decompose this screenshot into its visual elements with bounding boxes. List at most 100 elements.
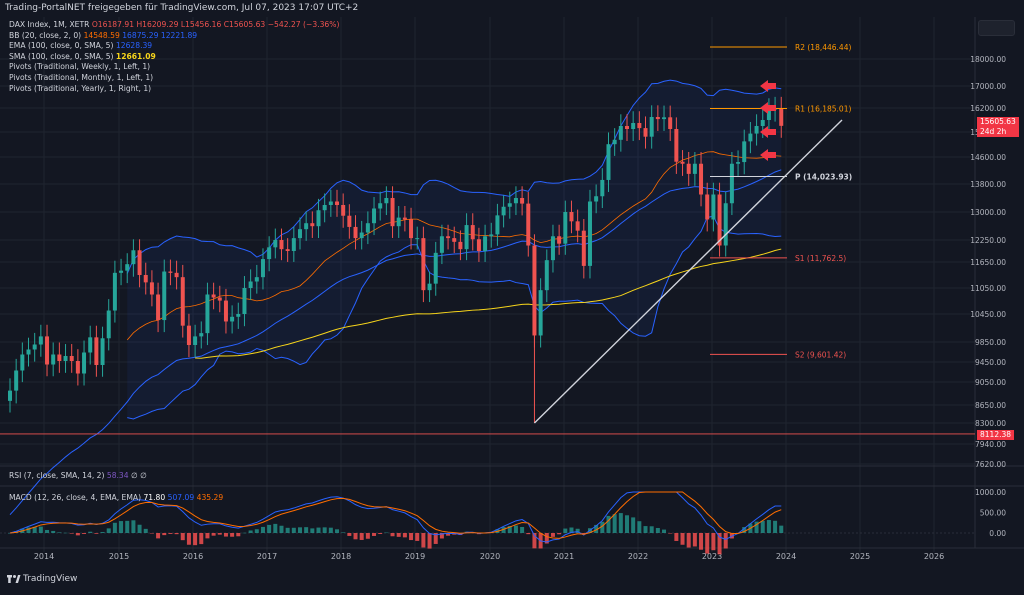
price-axis-label: 8650.00 [975,401,1006,410]
macd-histogram-bar [594,524,599,533]
candle [495,215,500,235]
macd-histogram-bar [143,528,148,533]
candle [550,236,555,261]
macd-histogram-bar [532,533,537,549]
macd-histogram-bar [341,532,346,533]
macd-histogram-bar [131,520,136,533]
footer: TradingView [0,570,1024,588]
macd-histogram-bar [291,527,296,533]
candle [717,194,722,246]
macd-histogram-bar [236,533,241,537]
macd-legend[interactable]: MACD (12, 26, close, 4, EMA, EMA) 71.80 … [9,493,224,502]
macd-histogram-bar [273,523,278,533]
candle [692,163,697,174]
candle [365,223,370,233]
candle [489,234,494,237]
macd-histogram-bar [75,533,80,536]
legend-high: H16209.29 [136,20,179,29]
ema-line [9,169,782,516]
candle [285,249,290,251]
macd-histogram-bar [372,533,377,536]
candle [452,238,457,242]
macd-histogram-bar [433,533,438,544]
candle [316,210,321,227]
candle [439,236,444,253]
macd-histogram-bar [186,533,191,545]
macd-histogram-bar [766,520,771,533]
candle [587,201,592,266]
candle [686,163,691,174]
macd-histogram-bar [655,527,660,533]
candle [45,336,50,365]
candle [273,240,278,248]
candle [26,349,31,355]
candle [427,283,432,291]
candle [193,336,198,345]
candle [260,259,265,278]
time-axis-label: 2023 [702,552,722,561]
time-axis-label: 2015 [109,552,129,561]
macd-histogram-bar [674,533,679,541]
legend-ema[interactable]: EMA (100, close, 0, SMA, 5) 12628.39 [9,41,153,51]
time-axis-label: 2020 [480,552,500,561]
macd-histogram-bar [384,532,389,534]
price-axis-label: 11050.00 [970,284,1006,293]
candle [736,162,741,164]
tradingview-logo[interactable]: TradingView [6,570,77,595]
candle [125,264,130,271]
candle [205,294,210,334]
legend-symbol[interactable]: DAX Index, 1M, XETR O16187.91 H16209.29 … [9,20,340,29]
macd-histogram-bar [612,514,617,533]
macd-histogram-bar [88,531,93,533]
rsi-legend[interactable]: RSI (7, close, SMA, 14, 2) 58.34 ∅ ∅ [9,471,147,480]
macd-histogram-bar [754,521,759,533]
legend-bb[interactable]: BB (20, close, 2, 0) 14548.59 16875.29 1… [9,30,198,40]
macd-histogram-bar [174,533,179,535]
macd-histogram-bar [507,526,512,533]
pivot-label-r2: R2 (18,446.44) [795,43,851,52]
candle [711,194,716,220]
candle [637,123,642,129]
macd-histogram-bar [600,521,605,533]
candle [69,356,74,361]
candle [520,198,525,204]
candle [748,133,753,142]
macd-histogram-bar [575,528,580,533]
macd-histogram-bar [310,528,315,533]
chart-settings-button[interactable] [978,20,1015,36]
candle [384,198,389,204]
chart-area[interactable]: R2 (18,446.44) R1 (16,185.01) P (14,023.93… [0,17,1024,570]
macd-histogram-bar [199,533,204,545]
candle [378,203,383,209]
legend-sma[interactable]: SMA (100, close, 0, SMA, 5) 12661.09 [9,51,156,61]
candle [162,271,167,321]
macd-histogram-bar [106,528,111,533]
macd-histogram-bar [149,533,154,534]
legend-pivots-monthly[interactable]: Pivots (Traditional, Monthly, 1, Left, 1… [9,72,154,82]
macd-axis-label: 500.00 [980,509,1006,518]
macd-histogram-bar [520,526,525,533]
candle [631,123,636,129]
candle [446,236,451,239]
macd-histogram-bar [304,527,309,533]
macd-histogram-bar [211,533,216,536]
macd-histogram-bar [439,533,444,539]
macd-histogram-bar [328,527,333,533]
macd-histogram-bar [347,533,352,536]
candle [119,270,124,273]
macd-histogram-bar [94,533,99,534]
candle [513,198,518,204]
candle [149,282,154,295]
macd-histogram-bar [409,533,414,541]
candle [242,288,247,314]
legend-pivots-yearly[interactable]: Pivots (Traditional, Yearly, 1, Right, 1… [9,83,152,93]
legend-open: O16187.91 [91,20,135,29]
legend-pivots-weekly[interactable]: Pivots (Traditional, Weekly, 1, Left, 1) [9,62,151,72]
candle [112,272,117,311]
pointer-arrow-icon [760,149,776,161]
macd-histogram-bar [193,533,198,546]
candle [372,208,377,224]
candle [291,238,296,251]
macd-histogram-bar [125,520,130,533]
macd-histogram-bar [162,533,167,536]
